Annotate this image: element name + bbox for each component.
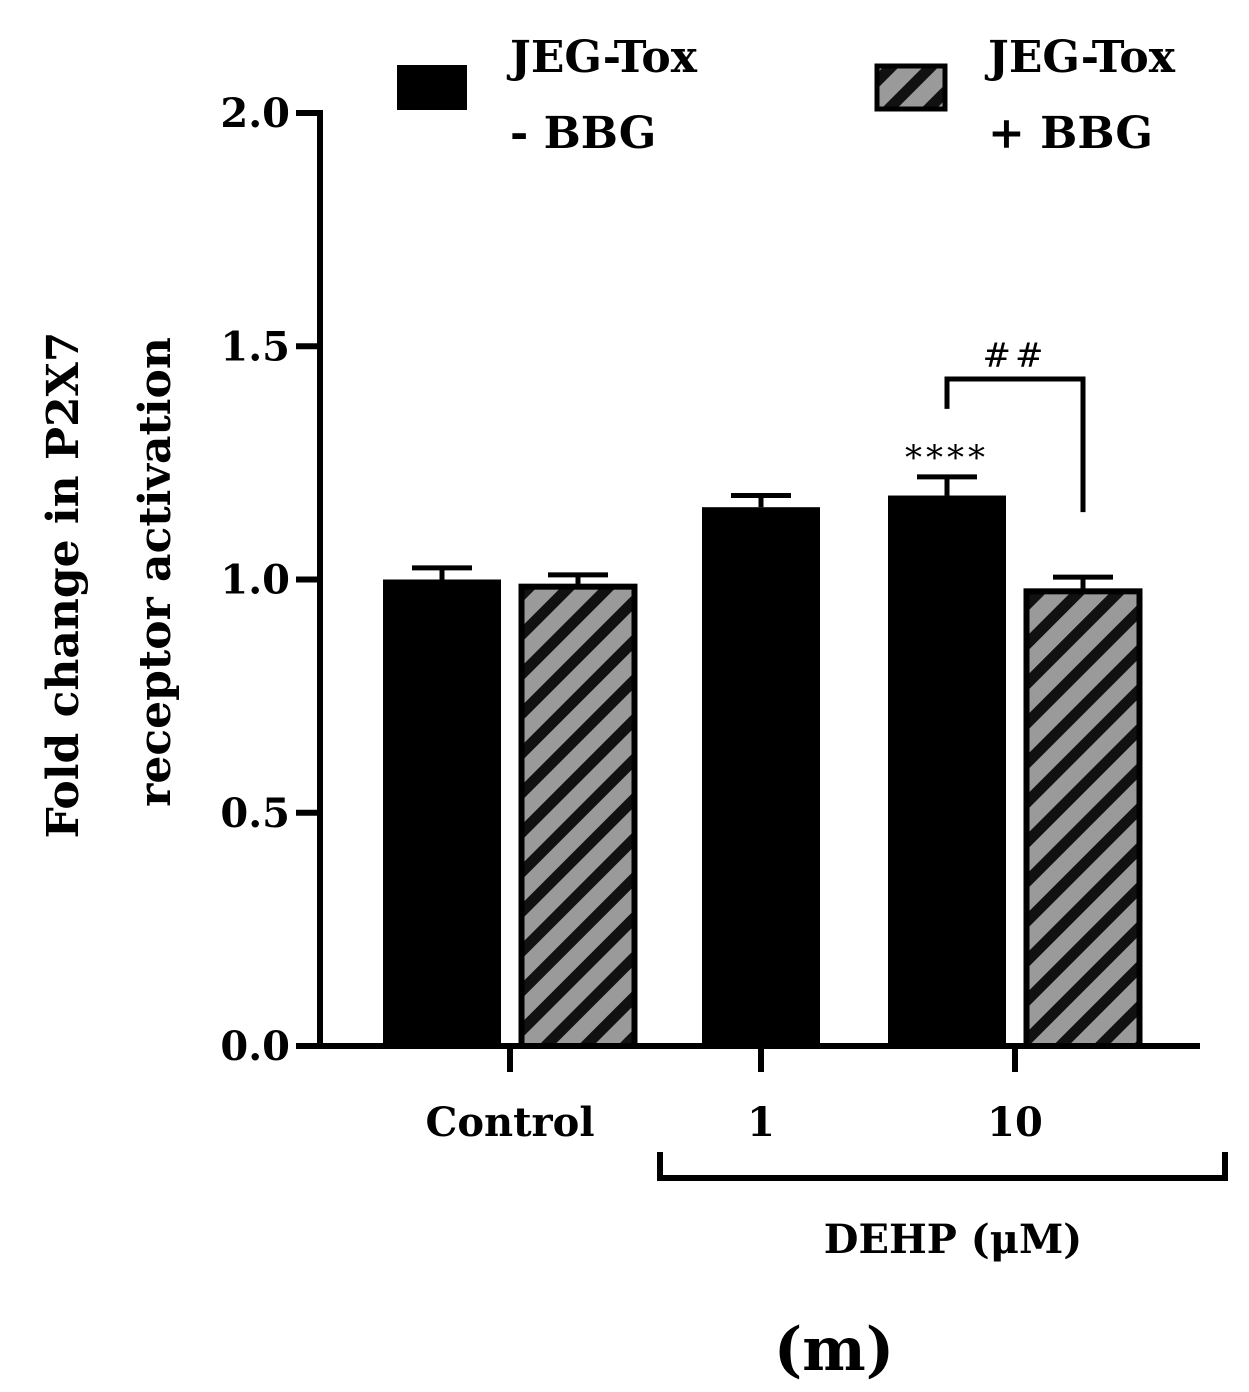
y-tick-label-2: 1.0	[220, 557, 290, 604]
panel-label: (m)	[774, 1315, 894, 1385]
bar-minus-bbg-1	[702, 507, 820, 1046]
legend-label-minus-bbg-line2: - BBG	[510, 108, 656, 159]
legend-label-plus-bbg-line2: + BBG	[988, 108, 1153, 159]
annotations: **** ##	[905, 336, 1086, 513]
x-tick-label-2: 10	[987, 1099, 1043, 1146]
bar-plus-bbg-2	[1023, 588, 1143, 1050]
dehp-group-bracket	[657, 1152, 1228, 1181]
legend-swatch-plus-bbg	[874, 63, 948, 112]
x-axis: Control 1 10	[317, 1043, 1200, 1146]
legend-label-plus-bbg-line1: JEG-Tox	[984, 32, 1176, 83]
significance-star-label: ****	[905, 438, 989, 478]
y-axis: 0.0 0.5 1.0 1.5 2.0	[220, 90, 323, 1070]
bars	[383, 495, 1143, 1050]
legend-label-minus-bbg-line1: JEG-Tox	[506, 32, 698, 83]
x-tick-label-0: Control	[425, 1099, 594, 1146]
x-tick-label-1: 1	[747, 1099, 775, 1146]
y-axis-title-line2: receptor activation	[130, 337, 181, 807]
legend-swatch-minus-bbg	[397, 65, 467, 110]
dehp-group-label: DEHP (μM)	[824, 1216, 1082, 1263]
bar-plus-bbg-0	[518, 583, 638, 1049]
error-bars	[412, 474, 1113, 589]
significance-bracket	[944, 376, 1086, 513]
y-tick-label-1: 0.5	[220, 790, 290, 837]
y-tick-label-3: 1.5	[220, 323, 290, 370]
y-tick-label-0: 0.0	[220, 1023, 290, 1070]
legend: JEG-Tox - BBG JEG-Tox + BBG	[397, 32, 1176, 159]
significance-hash-label: ##	[983, 336, 1048, 376]
bar-minus-bbg-0	[383, 579, 501, 1046]
y-tick-label-4: 2.0	[220, 90, 290, 137]
dehp-group: DEHP (μM)	[657, 1152, 1228, 1263]
y-axis-title-line1: Fold change in P2X7	[38, 332, 89, 839]
bar-minus-bbg-2	[888, 495, 1006, 1046]
y-axis-title: Fold change in P2X7 receptor activation	[38, 332, 181, 839]
